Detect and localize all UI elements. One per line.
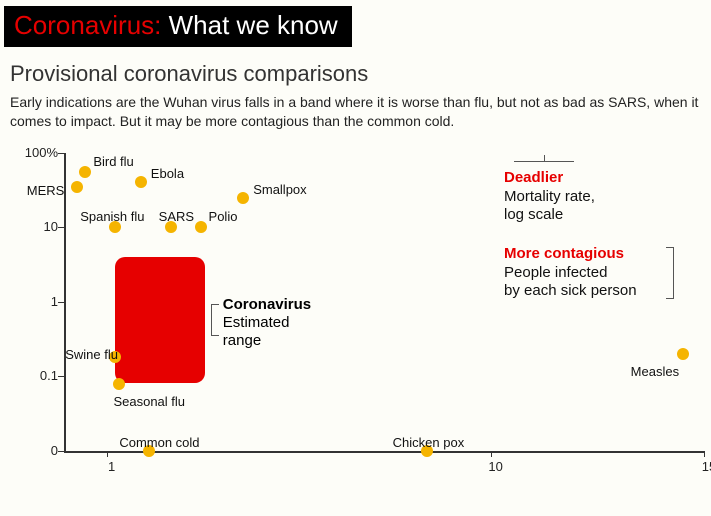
- legend-title: More contagious: [504, 245, 637, 264]
- disease-label: Smallpox: [253, 182, 306, 197]
- disease-point: [677, 348, 689, 360]
- x-tick-label: 1: [97, 459, 127, 474]
- disease-point: [79, 166, 91, 178]
- callout-line: range: [223, 332, 311, 350]
- legend-sub: Mortality rate,: [504, 188, 595, 207]
- header-bar: Coronavirus: What we know: [4, 6, 352, 47]
- y-tick-label: 0: [8, 443, 58, 458]
- y-tick-label: 10: [8, 219, 58, 234]
- disease-label: Seasonal flu: [113, 394, 185, 409]
- disease-label: Polio: [209, 209, 238, 224]
- disease-label: Spanish flu: [80, 209, 144, 224]
- disease-point: [113, 378, 125, 390]
- disease-label: Measles: [631, 364, 679, 379]
- coronavirus-callout: CoronavirusEstimatedrange: [223, 296, 311, 350]
- x-axis: [64, 451, 704, 453]
- disease-label: MERS: [27, 183, 65, 198]
- legend-contagious: More contagiousPeople infectedby each si…: [504, 245, 637, 301]
- disease-point: [195, 221, 207, 233]
- x-tick-label: 15: [694, 459, 711, 474]
- scatter-chart: 00.1110100%11015Bird fluMERSEbolaSmallpo…: [4, 141, 704, 481]
- x-tick: [704, 451, 705, 457]
- x-tick: [491, 451, 492, 457]
- y-tick: [58, 227, 64, 228]
- disease-point: [135, 176, 147, 188]
- y-tick-label: 100%: [8, 145, 58, 160]
- disease-label: Swine flu: [65, 347, 118, 362]
- legend-handle: [514, 161, 574, 162]
- disease-label: Common cold: [119, 435, 199, 450]
- disease-point: [71, 181, 83, 193]
- legend-deadlier: DeadlierMortality rate,log scale: [504, 169, 595, 225]
- disease-label: Bird flu: [93, 154, 133, 169]
- y-tick: [58, 153, 64, 154]
- legend-sub: People infected: [504, 264, 637, 283]
- y-tick-label: 1: [8, 294, 58, 309]
- disease-label: Ebola: [151, 166, 184, 181]
- x-tick: [107, 451, 108, 457]
- description: Early indications are the Wuhan virus fa…: [10, 93, 700, 131]
- header-white-text: What we know: [161, 10, 337, 40]
- legend-sub: log scale: [504, 206, 595, 225]
- callout-line: Estimated: [223, 314, 311, 332]
- coronavirus-range-box: [115, 257, 205, 384]
- y-tick-label: 0.1: [8, 368, 58, 383]
- header-red-text: Coronavirus:: [14, 10, 161, 40]
- legend-title: Deadlier: [504, 169, 595, 188]
- legend-sub: by each sick person: [504, 282, 637, 301]
- y-tick: [58, 451, 64, 452]
- subtitle: Provisional coronavirus comparisons: [10, 61, 711, 87]
- callout-brace: [211, 304, 219, 336]
- legend-handle-tip: [544, 155, 545, 161]
- callout-title: Coronavirus: [223, 296, 311, 314]
- disease-label: SARS: [159, 209, 194, 224]
- disease-label: Chicken pox: [393, 435, 465, 450]
- y-tick: [58, 302, 64, 303]
- y-tick: [58, 376, 64, 377]
- x-tick-label: 10: [481, 459, 511, 474]
- legend-brace: [666, 247, 674, 299]
- disease-point: [237, 192, 249, 204]
